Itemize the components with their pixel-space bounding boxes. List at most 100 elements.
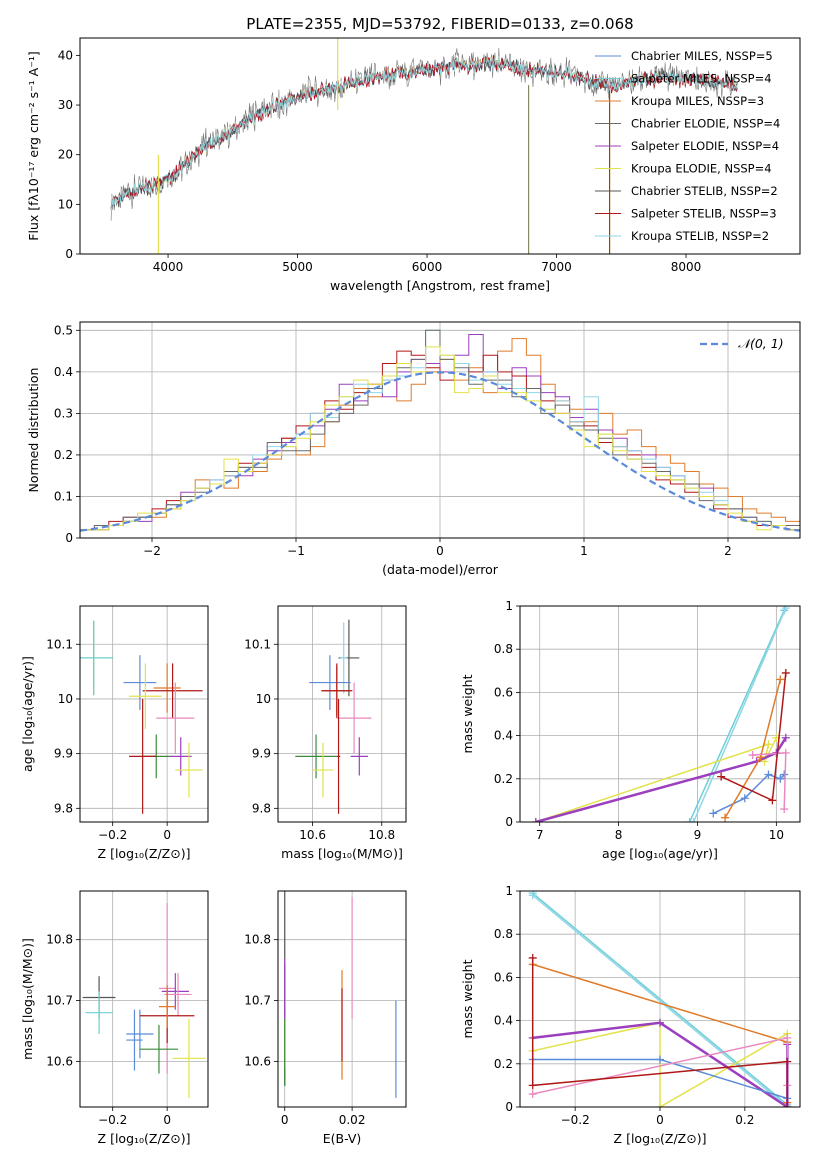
errorbar-point: [164, 973, 192, 1016]
weight-line: [688, 609, 785, 822]
panel-weight-vs-Z: −0.2 0 0.2 0 0.2 0.4 0.6 0.8 1 Z [log₁₀(Z/Z⊙)] mas…: [460, 884, 801, 1146]
x-tick-label: 0: [163, 1113, 171, 1127]
legend-entry: Chabrier ELODIE, NSSP=4: [631, 117, 780, 131]
y-tick-label: 10: [256, 692, 271, 706]
y-tick-label: 9.9: [54, 747, 73, 761]
y-tick-label: 10.8: [244, 933, 271, 947]
x-axis-label: Z [log₁₀(Z/Z⊙)]: [98, 846, 191, 861]
errorbar-point: [175, 742, 203, 798]
errorbar-point: [169, 737, 192, 776]
legend-entry: Kroupa MILES, NSSP=3: [631, 94, 764, 108]
y-tick-label: 10.7: [244, 994, 271, 1008]
y-tick-label: 0.4: [494, 729, 513, 743]
x-axis-label: Z [log₁₀(Z/Z⊙)]: [98, 1131, 191, 1146]
errorbar-point: [161, 973, 189, 1010]
weight-marker: [783, 1057, 792, 1066]
x-tick-label: −0.2: [98, 1113, 127, 1127]
errorbar-point: [336, 682, 372, 754]
legend-entry: Chabrier MILES, NSSP=5: [631, 49, 773, 63]
x-tick-label: 6000: [412, 260, 443, 274]
y-tick-label: 10.7: [46, 994, 73, 1008]
errorbar-point: [312, 742, 334, 798]
x-tick-label: 7000: [541, 260, 572, 274]
errorbar-point: [139, 1024, 179, 1074]
x-tick-label: 0: [656, 1113, 664, 1127]
weight-marker: [768, 796, 777, 805]
axes-frame: [277, 890, 407, 1108]
plot-area-mass-vs-EBV: [284, 891, 397, 1098]
x-axis-label: Z [log₁₀(Z/Z⊙)]: [614, 1131, 707, 1146]
histogram-step: [80, 346, 800, 538]
panel-age-vs-mass: 10.6 10.8 9.8 9.9 10 10.1 mass [log₁₀(M/M⊙)]: [244, 605, 407, 861]
weight-marker: [783, 1033, 792, 1042]
y-axis-label: mass weight: [460, 674, 475, 753]
x-tick-label: 9: [694, 828, 702, 842]
weight-marker: [528, 1090, 537, 1099]
errorbar-point: [350, 737, 368, 776]
x-axis-label: mass [log₁₀(M/M⊙)]: [281, 846, 403, 861]
y-tick-label: 0.4: [54, 365, 73, 379]
y-axis-label: mass weight: [460, 959, 475, 1038]
x-tick-label: 0.02: [339, 1113, 366, 1127]
legend-entry: Salpeter MILES, NSSP=4: [631, 72, 772, 86]
x-tick-label: 0.2: [735, 1113, 754, 1127]
y-tick-label: 0.2: [494, 1057, 513, 1071]
errorbar-point: [153, 663, 181, 713]
y-tick-label: 0.6: [494, 970, 513, 984]
x-tick-label: 10: [769, 828, 784, 842]
plot-area-age-vs-Z: [80, 620, 203, 814]
figure-title: PLATE=2355, MJD=53792, FIBERID=0133, z=0…: [246, 15, 633, 33]
x-tick-label: 0: [281, 1113, 289, 1127]
weight-marker: [709, 809, 718, 818]
y-tick-label: 9.9: [252, 747, 271, 761]
y-axis-label: Flux [fλ10⁻¹⁷ erg cm⁻² s⁻¹ A⁻¹]: [26, 51, 41, 240]
axes-frame: [79, 605, 209, 823]
errorbar-point: [123, 655, 157, 710]
errorbar-point: [156, 682, 195, 754]
y-tick-label: 10: [58, 692, 73, 706]
weight-marker: [531, 818, 540, 822]
x-tick-label: 7: [536, 828, 544, 842]
weight-marker: [781, 668, 790, 677]
plot-area-weight-vs-age: [531, 606, 790, 822]
plot-area-residuals: [80, 329, 800, 538]
y-tick-label: 0.8: [494, 642, 513, 656]
errorbar-point: [295, 734, 337, 779]
y-tick-label: 30: [58, 98, 73, 112]
weight-marker: [783, 1103, 792, 1107]
y-tick-label: 0.1: [54, 489, 73, 503]
plot-area-weight-vs-Z: [528, 891, 792, 1107]
errorbar-point: [85, 991, 113, 1034]
errorbar-point: [80, 620, 113, 696]
panel-mass-vs-EBV: 0 0.02 10.6 10.7 10.8 E(B-V): [244, 890, 407, 1146]
y-tick-label: 0: [505, 815, 513, 829]
weight-marker: [656, 1018, 664, 1027]
x-tick-label: 1: [580, 544, 588, 558]
weight-line: [531, 958, 789, 1107]
weight-line: [535, 737, 777, 822]
weight-marker: [781, 733, 790, 742]
weight-marker: [740, 794, 749, 803]
plot-area-age-vs-mass: [295, 619, 372, 814]
panel-weight-vs-age: 7 8 9 10 0 0.2 0.4 0.6 0.8 1 age [log₁₀(age/yr)] ma…: [460, 599, 801, 861]
weight-marker: [656, 1055, 664, 1064]
x-axis-label: E(B-V): [323, 1131, 362, 1146]
y-tick-label: 9.8: [252, 801, 271, 815]
legend-entry: Kroupa ELODIE, NSSP=4: [631, 162, 772, 176]
x-axis-label: (data-model)/error: [382, 562, 499, 577]
y-tick-label: 10.1: [244, 637, 271, 651]
legend-entry: Salpeter ELODIE, NSSP=4: [631, 139, 779, 153]
weight-marker: [776, 675, 785, 684]
y-tick-label: 10.1: [46, 637, 73, 651]
plot-area-mass-vs-Z: [82, 903, 206, 1098]
x-tick-label: −0.2: [561, 1113, 590, 1127]
weight-marker: [764, 770, 773, 779]
y-tick-label: 10: [58, 197, 73, 211]
weight-line: [532, 1021, 788, 1107]
legend-entry: 𝒩(0, 1): [738, 336, 784, 351]
y-tick-label: 0.2: [494, 772, 513, 786]
x-axis-label: age [log₁₀(age/yr)]: [602, 846, 718, 861]
weight-marker: [748, 751, 757, 760]
weight-marker: [689, 818, 698, 822]
errorbar-point: [129, 663, 162, 730]
